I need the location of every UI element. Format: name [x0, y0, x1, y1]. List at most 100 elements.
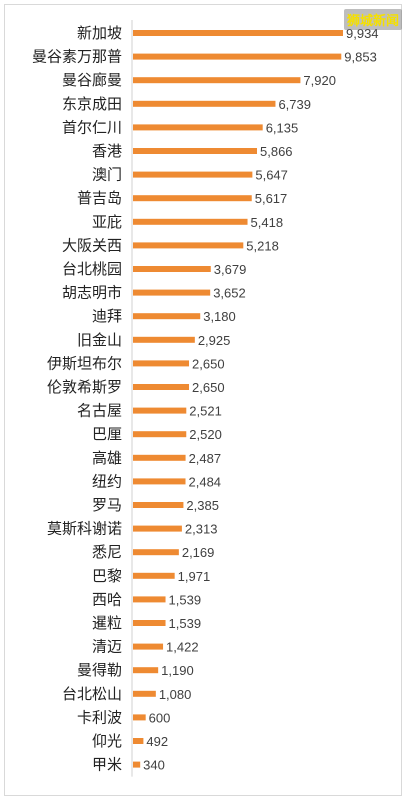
category-label: 胡志明市 [62, 284, 122, 302]
value-label: 3,180 [203, 309, 236, 324]
bar [133, 643, 164, 650]
category-label: 亚庇 [92, 213, 122, 231]
bar [133, 478, 186, 485]
value-label: 7,920 [303, 73, 336, 88]
bars-group: 新加坡 9,934 曼谷素万那普 9,853 曼谷廊曼 7,920 东京成田 6,739 首尔仁… [32, 24, 379, 774]
category-label: 曼得勒 [77, 661, 122, 679]
bar [133, 714, 146, 721]
bar [133, 738, 144, 744]
bar [133, 242, 244, 249]
bar [133, 596, 166, 603]
value-label: 2,385 [186, 498, 219, 513]
value-label: 2,925 [198, 333, 231, 348]
category-label: 甲米 [92, 756, 122, 774]
value-label: 1,080 [159, 687, 192, 702]
value-label: 1,539 [169, 616, 202, 631]
bar [133, 289, 211, 296]
value-label: 1,422 [166, 640, 199, 655]
bar [133, 53, 342, 60]
category-label: 大阪关西 [62, 236, 122, 254]
bar [133, 336, 195, 343]
value-label: 1,539 [169, 592, 202, 607]
value-label: 5,647 [255, 168, 288, 183]
bar [133, 195, 252, 202]
category-label: 迪拜 [92, 307, 122, 325]
category-label: 名古屋 [77, 402, 122, 420]
category-label: 暹粒 [92, 614, 122, 632]
chart-frame [4, 4, 402, 796]
value-label: 2,487 [189, 451, 222, 466]
category-label: 首尔仁川 [62, 118, 122, 136]
category-label: 伦敦希斯罗 [47, 378, 122, 396]
category-label: 曼谷廊曼 [62, 71, 122, 89]
category-label: 莫斯科谢诺 [47, 520, 122, 538]
category-label: 台北桃园 [62, 260, 122, 278]
category-label: 旧金山 [77, 331, 122, 349]
bar [133, 690, 156, 697]
value-label: 340 [143, 758, 165, 773]
category-label: 曼谷素万那普 [32, 48, 122, 66]
value-label: 2,169 [182, 545, 215, 560]
bar [133, 549, 179, 556]
bar [133, 384, 190, 390]
value-label: 5,866 [260, 144, 293, 159]
value-label: 2,521 [189, 404, 222, 419]
category-label: 罗马 [92, 496, 122, 514]
value-label: 1,971 [178, 569, 211, 584]
bar [133, 171, 253, 178]
category-label: 普吉岛 [77, 189, 122, 207]
category-label: 伊斯坦布尔 [47, 354, 122, 372]
bar [133, 667, 159, 674]
bar [133, 525, 182, 532]
category-label: 巴黎 [92, 567, 122, 585]
value-label: 3,652 [213, 286, 246, 301]
bar [133, 77, 301, 84]
bar [133, 431, 187, 438]
value-label: 2,313 [185, 522, 218, 537]
category-label: 纽约 [92, 472, 122, 490]
value-label: 6,739 [278, 97, 311, 112]
bar [133, 100, 276, 107]
category-label: 西哈 [92, 590, 122, 608]
value-label: 2,520 [189, 427, 222, 442]
category-label: 清迈 [92, 638, 122, 656]
bar [133, 218, 248, 225]
value-label: 2,650 [192, 380, 225, 395]
bar [133, 360, 190, 367]
value-label: 5,218 [246, 238, 279, 253]
bar [133, 148, 258, 154]
bar [133, 30, 343, 36]
value-label: 2,650 [192, 356, 225, 371]
category-label: 卡利波 [77, 708, 122, 726]
bar [133, 266, 211, 272]
value-label: 5,617 [255, 191, 288, 206]
bar [133, 761, 141, 768]
bar [133, 620, 166, 626]
value-label: 600 [149, 710, 171, 725]
category-label: 悉尼 [92, 543, 122, 561]
category-label: 澳门 [92, 166, 122, 184]
category-label: 台北松山 [62, 685, 122, 703]
category-label: 东京成田 [62, 95, 122, 113]
value-label: 492 [146, 734, 168, 749]
value-label: 6,135 [266, 120, 299, 135]
category-label: 香港 [92, 142, 122, 160]
value-label: 9,934 [346, 26, 379, 41]
category-label: 仰光 [92, 732, 122, 750]
bar [133, 572, 175, 579]
watermark: 狮城新闻 [343, 9, 402, 30]
category-label: 高雄 [92, 449, 122, 467]
value-label: 1,190 [161, 663, 194, 678]
category-label: 新加坡 [77, 24, 122, 42]
value-label: 5,418 [251, 215, 284, 230]
bar [133, 124, 263, 131]
category-label: 巴厘 [92, 425, 122, 443]
bar [133, 313, 201, 320]
value-label: 3,679 [214, 262, 247, 277]
value-label: 2,484 [189, 474, 222, 489]
value-label: 9,853 [344, 50, 377, 65]
bar [133, 502, 184, 508]
bar [133, 407, 187, 414]
bar [133, 454, 186, 461]
